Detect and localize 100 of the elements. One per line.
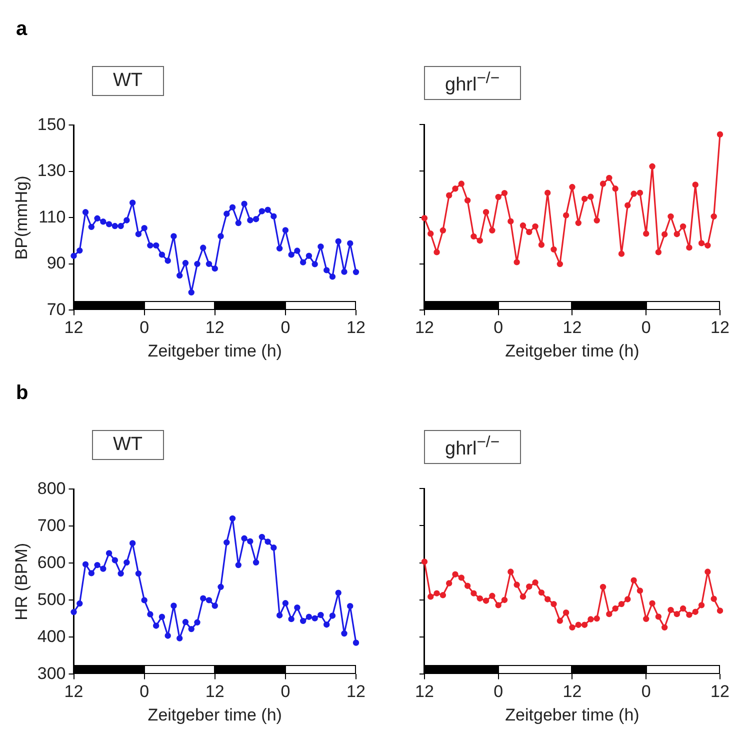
point (276, 612, 283, 618)
point (532, 579, 538, 586)
point (229, 204, 236, 210)
point (164, 632, 171, 639)
point (698, 240, 705, 246)
point (643, 616, 650, 622)
point (129, 540, 136, 546)
point (526, 584, 532, 590)
y-tick-label: 90 (46, 254, 66, 273)
point (118, 222, 124, 230)
point (347, 240, 354, 246)
point (112, 222, 118, 230)
x-tick-label: 0 (140, 318, 150, 338)
point (538, 589, 545, 596)
point (520, 222, 526, 229)
x-tick-label: 12 (205, 318, 224, 338)
point (306, 252, 312, 259)
point (347, 603, 354, 610)
point (649, 163, 656, 170)
point (520, 594, 526, 600)
point (569, 184, 576, 190)
point (100, 566, 106, 572)
point (164, 258, 171, 264)
point (70, 252, 77, 259)
point (674, 610, 680, 618)
point (329, 274, 336, 280)
point (692, 608, 698, 615)
point (218, 233, 224, 240)
point (312, 615, 318, 622)
point (704, 242, 711, 249)
point (482, 208, 490, 216)
point (495, 194, 502, 200)
point (544, 190, 551, 196)
point (508, 568, 514, 575)
point (270, 544, 277, 551)
point (434, 249, 440, 256)
point (556, 260, 564, 268)
point (188, 289, 194, 296)
point (421, 558, 428, 565)
point (612, 186, 618, 192)
x-tick-label: 12 (414, 318, 434, 338)
point (124, 559, 130, 566)
point (124, 217, 130, 224)
y-tick-label: 400 (37, 626, 66, 646)
point (200, 595, 206, 602)
point (270, 213, 277, 220)
point (569, 624, 576, 631)
point (636, 190, 644, 196)
point (76, 600, 83, 607)
point (94, 215, 100, 222)
point (282, 227, 289, 234)
point (495, 602, 502, 608)
point (550, 246, 557, 253)
point (294, 604, 300, 611)
point (630, 190, 637, 197)
point (680, 605, 686, 612)
point (224, 210, 230, 217)
point (218, 584, 224, 590)
x-axis-title: Zeitgeber time (h) (148, 705, 282, 724)
y-tick-label: 150 (37, 114, 66, 134)
text: b (16, 382, 28, 405)
point (294, 248, 300, 254)
point (206, 260, 212, 268)
point (352, 640, 360, 646)
point (176, 635, 183, 642)
point (224, 539, 230, 546)
y-tick-label: 70 (46, 300, 66, 319)
point (489, 592, 496, 599)
point (76, 247, 83, 254)
point (82, 561, 89, 568)
point (88, 224, 95, 230)
point (452, 571, 458, 578)
point (636, 588, 644, 594)
y-axis-title: HR (BPM) (12, 542, 31, 620)
point (170, 602, 177, 609)
x-axis-title: Zeitgeber time (h) (148, 341, 282, 360)
x-tick-label: 12 (562, 318, 582, 338)
point (661, 231, 668, 238)
point (716, 608, 724, 614)
point (600, 180, 606, 187)
point (446, 580, 452, 586)
point (434, 590, 440, 596)
point (661, 624, 668, 631)
point (544, 596, 551, 602)
point (335, 238, 342, 244)
point (581, 622, 588, 628)
point (94, 562, 100, 568)
x-tick-label: 12 (346, 682, 366, 702)
point (501, 190, 508, 196)
point (282, 600, 289, 606)
point (508, 218, 514, 224)
x-tick-label: 0 (494, 682, 504, 702)
point (630, 577, 637, 584)
point (476, 595, 483, 602)
point (428, 594, 434, 600)
point (276, 245, 283, 252)
point (206, 597, 212, 604)
point (141, 597, 148, 604)
point (324, 622, 330, 628)
x-axis-title: Zeitgeber time (h) (505, 705, 640, 724)
